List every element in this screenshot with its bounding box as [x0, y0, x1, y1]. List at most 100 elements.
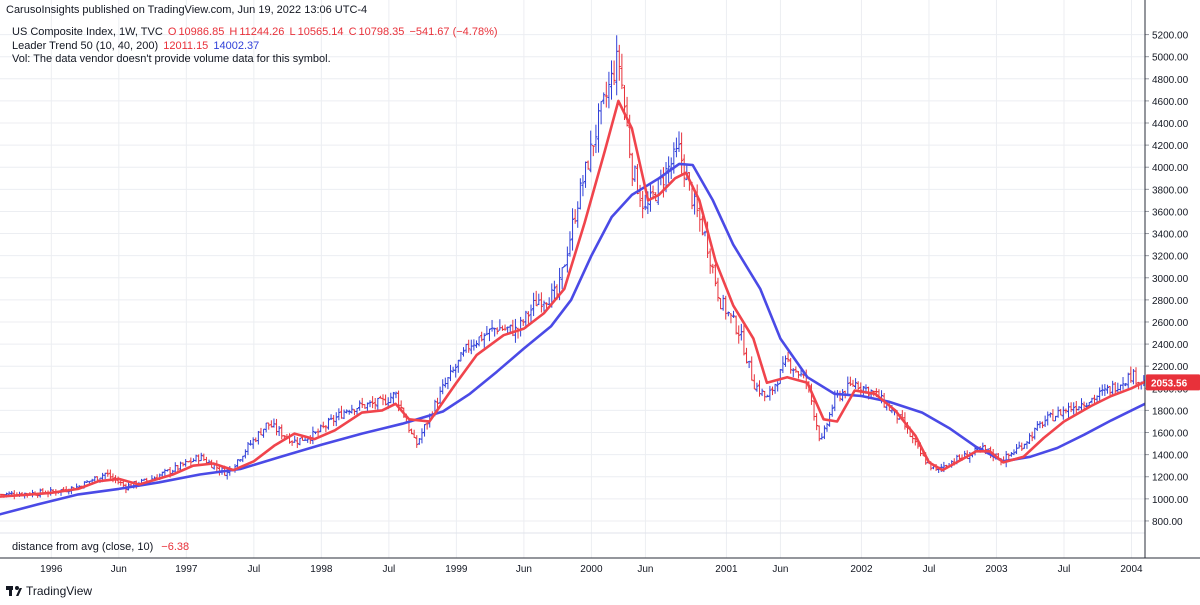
ohlc-bar: [643, 194, 647, 211]
price-axis-label: 3400.00: [1152, 230, 1189, 241]
ohlc-bar: [225, 470, 229, 480]
price-axis-label: 4200.00: [1152, 141, 1189, 152]
ohlc-bar: [422, 424, 427, 437]
ohlc-bar: [734, 315, 738, 335]
volume-legend: Vol: The data vendor doesn't provide vol…: [12, 53, 333, 65]
price-axis-label: 1200.00: [1152, 473, 1189, 484]
ohlc-bar: [106, 469, 110, 477]
last-price-tag-background: [1146, 374, 1200, 391]
ohlc-bar: [467, 339, 471, 353]
ohlc-bar: [326, 417, 331, 430]
ohlc-bar: [443, 377, 447, 388]
low-value: 10565.14: [297, 26, 344, 38]
price-axis-label: 3600.00: [1152, 207, 1189, 218]
ohlc-values: O 10986.85 H 11244.26 L 10565.14 C 10798.35 …: [168, 26, 500, 38]
ohlc-bar: [913, 438, 917, 446]
ohlc-bar: [786, 351, 790, 363]
sub-indicator-value: −6.38: [161, 541, 190, 553]
ohlc-bar: [853, 378, 858, 389]
ohlc-bar: [773, 383, 777, 394]
ohlc-bar: [674, 137, 679, 158]
ohlc-bar: [594, 124, 598, 154]
ohlc-bar: [1004, 450, 1008, 468]
ohlc-bar: [332, 415, 336, 427]
ohlc-bar: [830, 404, 834, 417]
ohlc-bar: [661, 167, 666, 198]
ohlc-bar: [599, 101, 603, 125]
ohlc-bar: [261, 428, 266, 438]
indicator-slow-value: 14002.37: [213, 40, 260, 52]
ohlc-bar: [1025, 441, 1029, 449]
ohlc-bar: [339, 405, 344, 419]
ohlc-bar: [474, 340, 479, 348]
time-axis-label: Jul: [1058, 564, 1071, 575]
ohlc-bars: [0, 35, 1146, 500]
price-axis-label: 4600.00: [1152, 97, 1189, 108]
ohlc-bar: [708, 248, 712, 274]
ohlc-bar: [609, 60, 614, 100]
ohlc-bar: [519, 316, 523, 337]
ohlc-bar: [189, 457, 193, 467]
sub-indicator-legend: distance from avg (close, 10) −6.38: [12, 541, 191, 553]
time-axis-label: Jun: [772, 564, 788, 575]
time-axis-label: 1998: [310, 564, 333, 575]
ohlc-bar: [480, 331, 484, 342]
ohlc-bar: [1126, 372, 1130, 390]
price-axis-label: 2600.00: [1152, 318, 1189, 329]
ohlc-bar: [778, 369, 782, 385]
publisher-line: CarusoInsights published on TradingView.…: [6, 4, 369, 16]
ohlc-bar: [789, 357, 793, 374]
ohlc-bar: [368, 400, 372, 408]
ohlc-bar: [383, 394, 388, 406]
ohlc-bar: [612, 60, 616, 86]
ohlc-bar: [563, 264, 567, 268]
ohlc-bar: [337, 408, 341, 421]
price-axis-label: 1600.00: [1152, 429, 1189, 440]
close-label: C: [348, 26, 357, 38]
ohlc-bar: [446, 377, 450, 390]
ohlc-bar: [435, 397, 440, 409]
price-axis-label: 3800.00: [1152, 185, 1189, 196]
time-axis-label: 2002: [850, 564, 873, 575]
ohlc-bar: [783, 355, 788, 367]
time-axis-label: Jun: [111, 564, 127, 575]
time-axis-label: 2004: [1120, 564, 1143, 575]
ohlc-bar: [1051, 409, 1055, 422]
ohlc-bar: [680, 132, 684, 174]
ohlc-bar: [1064, 408, 1068, 414]
price-axis-label: 1000.00: [1152, 495, 1189, 506]
indicator-legend: Leader Trend 50 (10, 40, 200) 12011.15 1…: [12, 40, 261, 52]
ohlc-bar: [747, 360, 751, 369]
ohlc-bar: [373, 397, 377, 410]
ohlc-bar: [581, 174, 585, 197]
ohlc-bar: [1124, 383, 1128, 387]
ohlc-bar: [1113, 381, 1117, 393]
ohlc-bar: [729, 313, 733, 324]
ohlc-bar: [1043, 415, 1047, 427]
ohlc-bar: [241, 455, 245, 463]
ohlc-bar: [1134, 367, 1138, 387]
ohlc-bar: [1108, 386, 1112, 397]
price-axis-label: 4000.00: [1152, 163, 1189, 174]
last-price-tag-text: 2053.56: [1151, 378, 1188, 389]
ohlc-bar: [399, 400, 403, 410]
ohlc-bar: [459, 351, 463, 362]
ohlc-bar: [342, 409, 346, 420]
tradingview-logo-icon: [6, 586, 22, 596]
close-value: 10798.35: [358, 26, 405, 38]
ohlc-bar: [570, 208, 575, 251]
ohlc-bar: [752, 374, 756, 390]
ohlc-bar: [716, 277, 720, 302]
ohlc-bar: [799, 369, 803, 377]
ohlc-bar: [617, 44, 621, 81]
price-axis-label: 1800.00: [1152, 406, 1189, 417]
ohlc-bar: [355, 407, 359, 416]
time-axis-label: Jul: [382, 564, 395, 575]
change-value: −541.67 (−4.78%): [409, 26, 498, 38]
ohlc-bar: [1048, 412, 1052, 418]
ohlc-bar: [269, 420, 273, 428]
ohlc-bar: [272, 418, 276, 428]
ohlc-bar: [438, 386, 442, 404]
tradingview-branding[interactable]: TradingView: [6, 584, 92, 598]
